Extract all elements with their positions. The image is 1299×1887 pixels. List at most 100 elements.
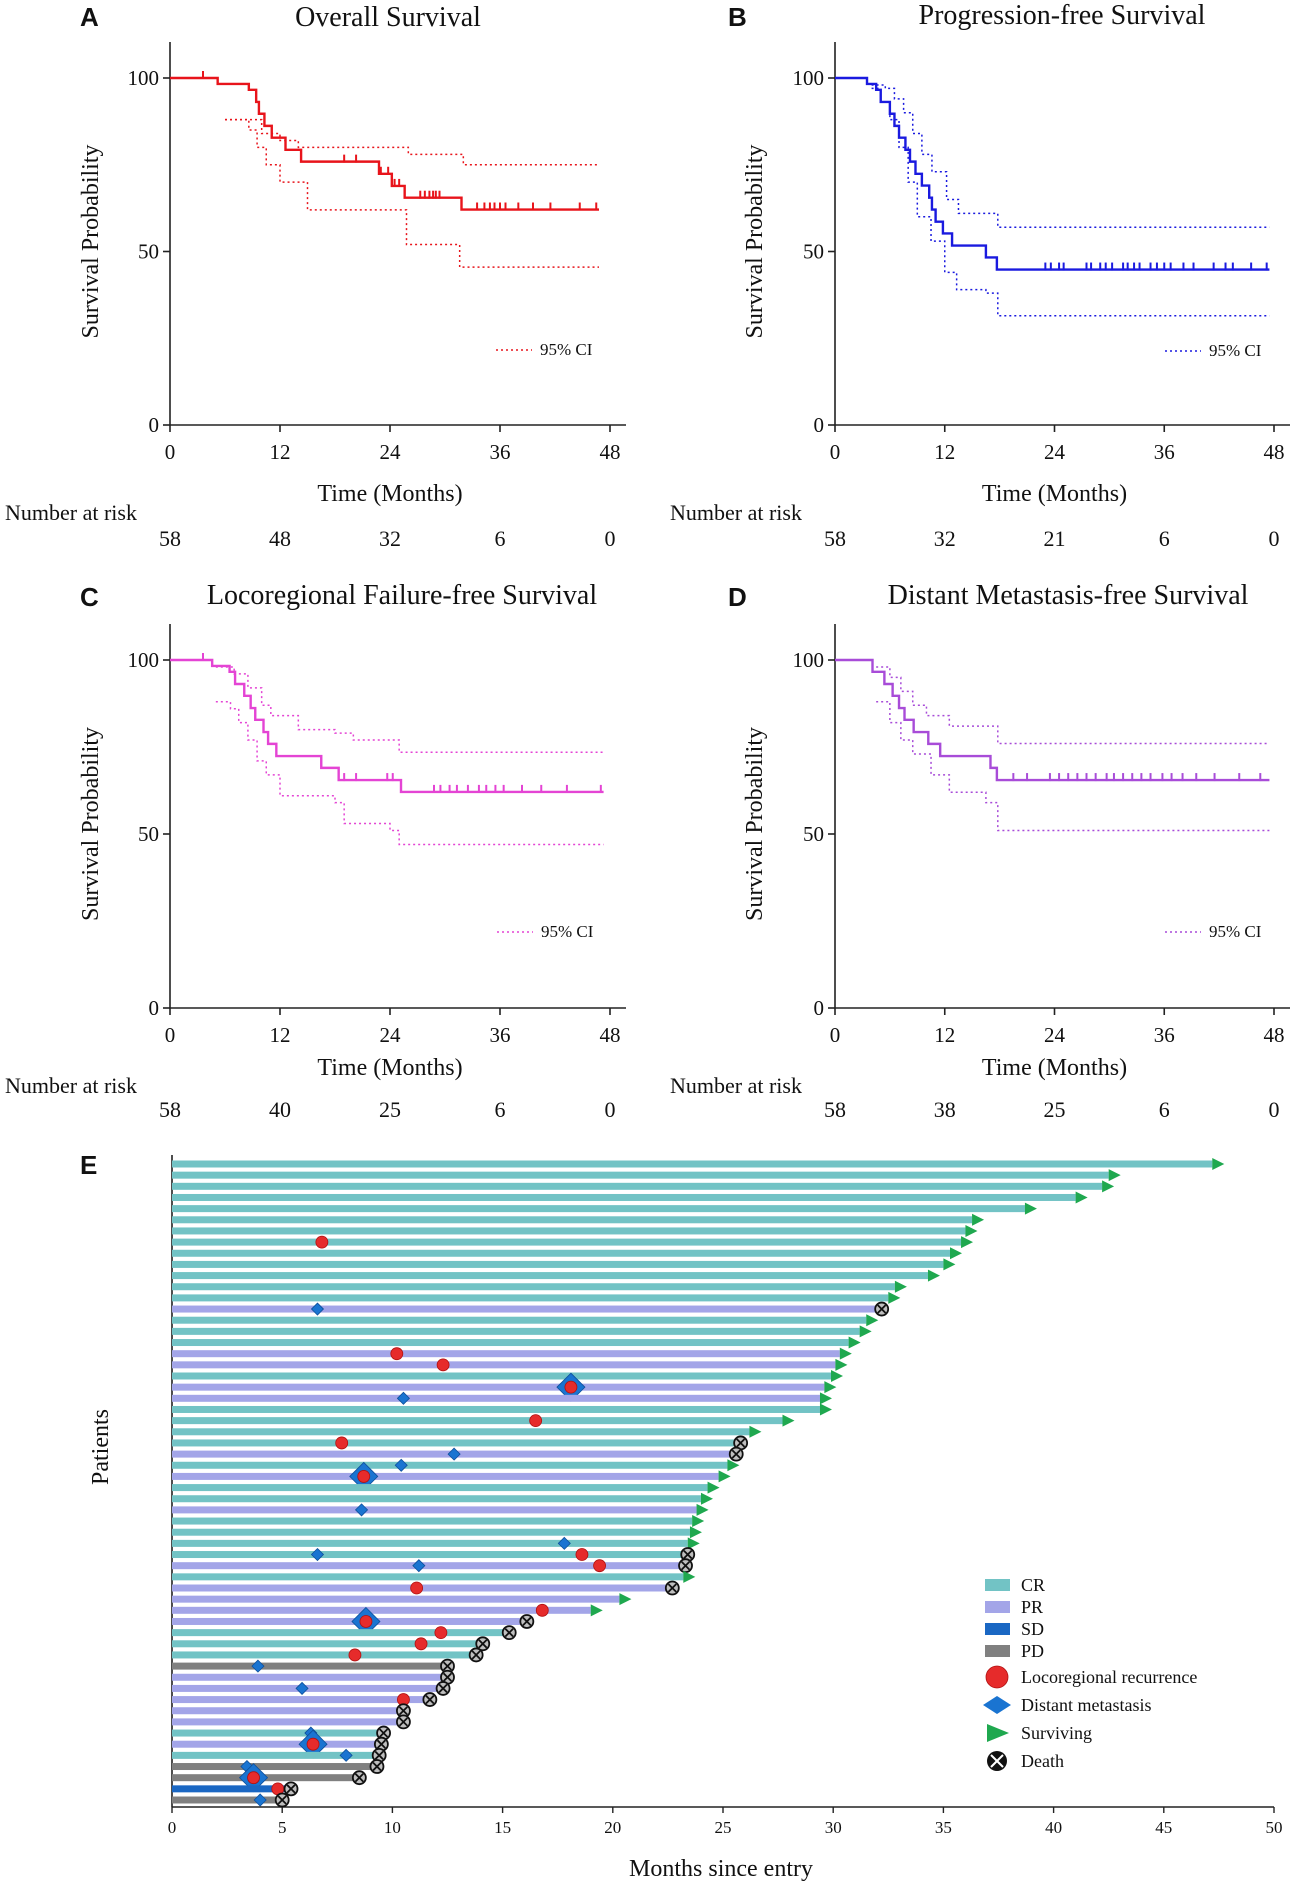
patient-row [172,1394,820,1402]
patient-row [172,1260,944,1268]
y-tick-label: 50 [138,240,159,264]
x-tick-label: 0 [165,440,176,464]
x-tick-label: 35 [935,1818,952,1837]
y-tick-label: 0 [814,413,825,437]
x-tick-label: 15 [494,1818,511,1837]
patient-bar-cr [172,1272,928,1280]
death-marker [468,1647,484,1663]
patient-row [172,1305,882,1313]
death-cross [372,1761,382,1772]
number-at-risk-label: Number at risk [5,1073,137,1098]
patient-bar-cr [172,1551,688,1559]
patient-bar-cr [172,1372,831,1380]
death-cross [277,1795,287,1805]
locoregional-recurrence-marker [529,1414,543,1428]
number-at-risk-value: 32 [379,526,401,551]
locoregional-recurrence-marker [247,1771,260,1785]
distant-metastasis-marker [339,1748,353,1762]
surviving-marker [950,1247,963,1260]
x-tick-label: 48 [1264,440,1285,464]
patient-row [172,1160,1213,1168]
patient-row [172,1193,1076,1201]
x-tick-label: 48 [600,1023,621,1047]
ci-upper-line [225,118,599,166]
patient-bar-cr [172,1205,1025,1213]
patient-row [172,1796,283,1804]
x-tick-label: 12 [934,1023,955,1047]
legend-surviving-triangle [987,1724,1009,1742]
x-tick-label: 12 [934,440,955,464]
death-marker [728,1446,744,1462]
chart-title: Distant Metastasis-free Survival [888,580,1249,611]
legend-label: PD [1021,1641,1044,1661]
survival-curve [835,658,1270,782]
number-at-risk-value: 6 [1159,526,1170,551]
x-tick-label: 20 [604,1818,621,1837]
km-panel-c: C Locoregional Failure-free Survival 0 50 10… [5,580,626,1122]
patient-row [172,1517,693,1525]
patient-bar-pd [172,1763,377,1771]
patient-bar-cr [172,1428,750,1436]
panel-letter: C [80,582,99,612]
death-marker [376,1725,391,1741]
x-tick-label: 24 [380,1023,402,1047]
y-tick-label: 100 [128,648,160,672]
patient-row [172,1294,889,1302]
surviving-marker [866,1314,879,1327]
panel-letter: E [80,1150,97,1180]
legend-recurrence-circle [985,1665,1009,1689]
patient-bar-cr [172,1417,783,1425]
death-marker [519,1614,535,1629]
surviving-marker [835,1358,848,1371]
surviving-marker [692,1515,705,1528]
death-marker [283,1781,299,1797]
surviving-marker [1102,1180,1115,1193]
number-at-risk-value: 6 [495,1097,506,1122]
panel-letter: D [728,582,747,612]
distant-metastasis-marker [251,1659,265,1673]
death-marker [435,1681,451,1696]
patient-bar-cr [172,1439,741,1447]
death-cross [438,1683,448,1693]
surviving-marker [839,1347,852,1360]
death-cross [398,1717,408,1727]
surviving-marker [943,1258,956,1271]
patient-row [172,1629,510,1637]
patient-row [172,1238,962,1246]
surviving-marker [819,1403,832,1416]
number-at-risk-value: 48 [269,526,291,551]
number-at-risk-label: Number at risk [670,500,802,525]
surviving-marker [927,1269,940,1282]
patient-bar-cr [172,1461,728,1469]
x-tick-label: 48 [600,440,621,464]
death-marker [678,1558,693,1574]
patient-row [172,1696,430,1704]
distant-metastasis-marker [354,1503,369,1517]
number-at-risk-value: 21 [1044,526,1066,551]
patient-row [172,1283,895,1291]
patient-row [172,1495,701,1503]
patient-row [172,1405,820,1413]
patient-bar-cr [172,1193,1076,1201]
surviving-marker [749,1425,762,1438]
patient-row [172,1461,728,1469]
legend-swatch-pd [985,1645,1010,1657]
death-marker [396,1714,411,1730]
patient-row [172,1662,448,1670]
locoregional-recurrence-marker [575,1548,589,1561]
death-cross [522,1616,532,1627]
surviving-marker [619,1593,632,1606]
x-tick-label: 12 [270,1023,291,1047]
death-cross [478,1639,488,1649]
legend-swatch-pr [985,1601,1010,1613]
patient-bar-cr [172,1283,895,1291]
patient-row [172,1339,849,1347]
distant-metastasis-marker [412,1559,426,1573]
patient-bar-cr [172,1216,973,1224]
patient-bar-cr [172,1751,380,1759]
legend-label: CR [1021,1575,1045,1595]
locoregional-recurrence-marker [315,1235,329,1249]
number-at-risk-value: 0 [1269,526,1280,551]
surviving-marker [718,1470,731,1483]
locoregional-recurrence-marker [390,1347,404,1361]
